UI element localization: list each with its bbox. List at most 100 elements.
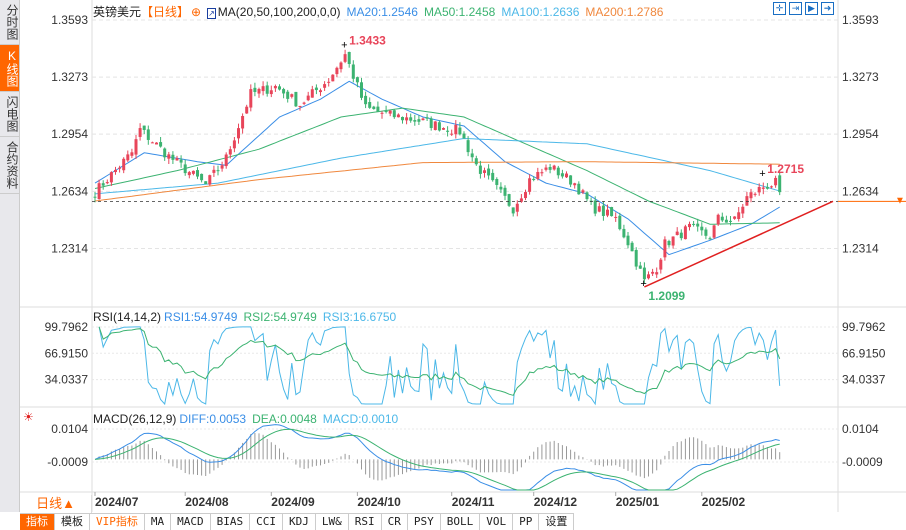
crosshair-add-icon[interactable]: ⊕ xyxy=(191,5,202,19)
candle-body xyxy=(339,62,343,70)
candle-body xyxy=(265,85,269,94)
tab-7[interactable]: KDJ xyxy=(283,514,316,530)
sidebar-item-1[interactable]: K线图 xyxy=(0,45,19,92)
candle xyxy=(425,113,429,122)
candle xyxy=(208,174,212,186)
candle xyxy=(232,137,236,153)
candle-body xyxy=(183,164,187,174)
candle xyxy=(651,268,655,277)
tab-6[interactable]: CCI xyxy=(250,514,283,530)
candle-body xyxy=(101,183,105,186)
tab-2[interactable]: VIP指标 xyxy=(90,514,145,530)
tab-5[interactable]: BIAS xyxy=(211,514,251,530)
candle-body xyxy=(122,158,126,171)
candle xyxy=(245,104,249,114)
tab-4[interactable]: MACD xyxy=(171,514,211,530)
candle xyxy=(712,224,716,239)
candle xyxy=(364,91,368,109)
candle xyxy=(212,165,216,177)
candle xyxy=(388,110,392,117)
candle xyxy=(155,142,158,145)
candle xyxy=(380,111,384,119)
candle xyxy=(196,167,199,180)
tab-8[interactable]: LW& xyxy=(316,514,349,530)
candle-body xyxy=(454,124,458,135)
tab-15[interactable]: 设置 xyxy=(539,514,575,530)
candle-body xyxy=(372,106,376,110)
candle xyxy=(355,76,359,88)
candle-body xyxy=(638,265,642,269)
candle xyxy=(499,182,503,194)
candle xyxy=(503,185,507,201)
rsi-tick-right: 66.9150 xyxy=(842,346,886,360)
candle xyxy=(597,202,601,213)
ma-settings-icon[interactable]: ↗ xyxy=(207,8,216,19)
tab-9[interactable]: RSI xyxy=(349,514,382,530)
candle xyxy=(495,177,499,190)
zoom-range-icon[interactable]: ⇥ xyxy=(789,2,802,15)
candle-body xyxy=(708,238,712,240)
rsi-title: RSI(14,14,2) xyxy=(93,310,162,324)
ma50-line xyxy=(94,107,780,225)
candle xyxy=(191,170,195,176)
candle-body xyxy=(282,89,286,94)
candle xyxy=(306,91,310,102)
candle xyxy=(249,84,253,112)
candle xyxy=(618,212,622,231)
candle xyxy=(368,97,372,109)
candle-body xyxy=(474,158,478,165)
date-label: 2024/08 xyxy=(185,495,229,509)
candle-body xyxy=(114,169,117,173)
tab-14[interactable]: PP xyxy=(513,514,540,530)
candle xyxy=(765,183,769,190)
crosshair-icon[interactable]: ✛ xyxy=(773,2,786,15)
rsi-tick-right: 34.0337 xyxy=(842,373,886,387)
sidebar-item-2[interactable]: 闪电图 xyxy=(0,92,19,137)
candle-body xyxy=(224,154,228,167)
tab-11[interactable]: PSY xyxy=(408,514,441,530)
tab-3[interactable]: MA xyxy=(145,514,172,530)
candle xyxy=(327,78,331,87)
candle xyxy=(433,121,437,131)
candle-body xyxy=(364,95,368,105)
candle-body xyxy=(601,205,605,216)
candle xyxy=(413,114,417,126)
play-icon[interactable]: ▶ xyxy=(805,2,818,15)
tab-1[interactable]: 模板 xyxy=(55,514,90,530)
candle xyxy=(282,87,286,99)
candle xyxy=(560,169,564,179)
candle-body xyxy=(278,86,281,90)
tab-12[interactable]: BOLL xyxy=(441,514,481,530)
candle-body xyxy=(761,187,765,189)
tab-10[interactable]: CR xyxy=(382,514,408,530)
candle xyxy=(741,203,745,218)
sidebar-item-0[interactable]: 分时图 xyxy=(0,0,19,45)
candle-body xyxy=(528,178,532,192)
candle xyxy=(634,247,638,270)
tab-0[interactable]: 指标 xyxy=(20,514,55,530)
date-label: 2024/07 xyxy=(95,495,139,509)
candle-body xyxy=(335,67,339,75)
rsi-tick-right: 99.7962 xyxy=(842,320,886,334)
candle xyxy=(114,166,117,175)
chart-canvas[interactable]: 1.3593 1.3593 1.3273 1.3273 1.2954 1.2954 1.26… xyxy=(0,0,906,512)
candle xyxy=(622,224,626,239)
candle xyxy=(536,167,540,181)
candle-body xyxy=(622,228,626,238)
candle-body xyxy=(302,102,306,104)
candle xyxy=(204,181,208,185)
candle-body xyxy=(327,81,331,83)
candle xyxy=(515,200,519,217)
sidebar-item-3[interactable]: 合约资料 xyxy=(0,137,19,194)
candle-body xyxy=(126,154,130,161)
candle-body xyxy=(253,87,257,92)
tab-13[interactable]: VOL xyxy=(480,514,514,530)
period-selector-button[interactable]: 日线▲ xyxy=(20,495,92,513)
exit-icon[interactable]: ➜ xyxy=(821,2,834,15)
candle xyxy=(335,66,339,78)
indicator-settings-icon[interactable]: ☀ xyxy=(23,410,34,424)
macd-header: MACD(26,12,9) DIFF:0.0053 DEA:0.0048 MACD:0… xyxy=(93,412,404,426)
candle xyxy=(372,105,376,110)
candle-body xyxy=(442,128,445,130)
candle-body xyxy=(511,207,515,214)
